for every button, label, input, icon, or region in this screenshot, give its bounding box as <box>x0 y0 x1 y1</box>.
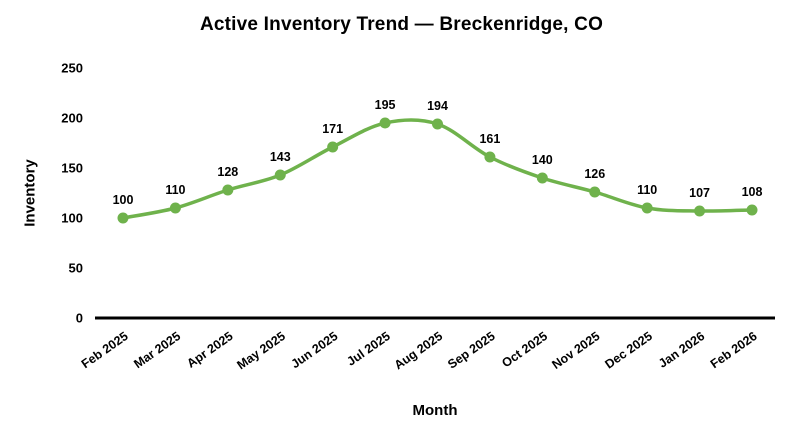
y-tick-label: 200 <box>61 111 83 126</box>
x-tick-label: Feb 2025 <box>79 329 131 371</box>
x-tick-label: Feb 2026 <box>708 329 760 371</box>
x-tick-label: Sep 2025 <box>445 329 497 372</box>
data-point-marker <box>222 184 234 196</box>
x-tick-label: Jan 2026 <box>656 329 707 371</box>
data-point-label: 140 <box>532 153 553 167</box>
data-point-marker <box>432 118 443 130</box>
data-point-label: 143 <box>270 150 291 164</box>
data-point-label: 107 <box>689 186 710 200</box>
x-tick-label: May 2025 <box>234 329 288 372</box>
data-point-marker <box>327 141 339 153</box>
x-axis-title: Month <box>412 402 458 419</box>
chart-title: Active Inventory Trend — Breckenridge, C… <box>199 14 604 35</box>
data-point-label: 128 <box>217 165 238 179</box>
data-point-marker <box>641 202 653 214</box>
data-point-marker <box>484 151 496 163</box>
data-point-marker <box>746 204 758 216</box>
data-point-marker <box>536 172 548 184</box>
y-tick-label: 150 <box>61 161 83 176</box>
data-point-label: 126 <box>584 167 605 181</box>
x-tick-label: Apr 2025 <box>184 329 235 371</box>
y-tick-label: 0 <box>76 311 83 326</box>
x-tick-label: Mar 2025 <box>131 329 183 371</box>
data-point-label: 108 <box>742 185 763 199</box>
x-tick-label: Aug 2025 <box>392 329 446 372</box>
y-tick-label: 50 <box>69 261 83 276</box>
data-point-marker <box>274 169 286 181</box>
data-point-label: 171 <box>322 122 343 136</box>
data-point-label: 194 <box>427 99 448 113</box>
data-point-marker <box>169 202 181 214</box>
x-tick-label: Dec 2025 <box>602 329 654 372</box>
x-tick-label: Jul 2025 <box>344 329 392 369</box>
data-point-label: 110 <box>637 183 657 197</box>
x-tick-label: Oct 2025 <box>499 329 550 370</box>
data-point-label: 195 <box>375 98 396 112</box>
data-point-label: 110 <box>165 183 185 197</box>
data-point-marker <box>117 212 129 224</box>
data-point-marker <box>589 186 601 198</box>
y-tick-label: 250 <box>61 61 83 76</box>
data-point-label: 100 <box>113 193 134 207</box>
x-tick-label: Nov 2025 <box>549 329 602 372</box>
data-point-marker <box>379 117 391 129</box>
y-tick-label: 100 <box>61 211 83 226</box>
data-point-marker <box>694 205 706 217</box>
x-tick-label: Jun 2025 <box>289 329 341 371</box>
data-point-label: 161 <box>479 132 500 146</box>
